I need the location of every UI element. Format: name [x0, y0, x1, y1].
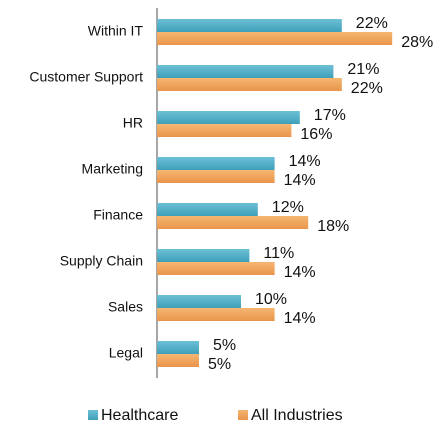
bar: [157, 111, 300, 124]
bar: [157, 32, 393, 45]
value-label: 11%: [263, 245, 294, 262]
bar: [157, 262, 275, 275]
value-label: 16%: [300, 126, 332, 143]
y-tick-label: HR: [123, 115, 143, 131]
y-tick-label: Sales: [108, 299, 143, 315]
value-label: 10%: [255, 291, 287, 308]
bar: [157, 216, 309, 229]
y-tick-label: Legal: [109, 345, 143, 361]
value-label: 14%: [284, 172, 316, 189]
bar: [157, 170, 275, 183]
value-label: 14%: [289, 153, 321, 170]
value-label: 17%: [314, 107, 346, 124]
value-label: 5%: [213, 337, 236, 354]
value-label: 22%: [356, 15, 388, 32]
bar: [157, 157, 275, 170]
y-tick-label: Supply Chain: [60, 253, 143, 269]
y-tick-label: Customer Support: [29, 69, 143, 85]
bar: [157, 354, 199, 367]
bar: [157, 295, 241, 308]
y-tick-label: Within IT: [88, 23, 144, 39]
value-label: 14%: [284, 310, 316, 327]
legend-swatch: [238, 410, 248, 420]
legend-swatch: [88, 410, 98, 420]
y-tick-label: Finance: [93, 207, 143, 223]
value-label: 14%: [284, 264, 316, 281]
legend-label: Healthcare: [101, 407, 178, 424]
value-label: 28%: [401, 34, 433, 51]
y-tick-label: Marketing: [82, 161, 143, 177]
legend-label: All Industries: [251, 407, 343, 424]
value-label: 5%: [208, 356, 231, 373]
bar: [157, 249, 250, 262]
bar: [157, 65, 334, 78]
value-label: 22%: [351, 80, 383, 97]
bar: [157, 19, 342, 32]
bar: [157, 341, 199, 354]
bar: [157, 124, 292, 137]
value-label: 18%: [317, 218, 349, 235]
value-label: 12%: [272, 199, 304, 216]
value-label: 21%: [347, 61, 379, 78]
bar: [157, 78, 342, 91]
bar: [157, 308, 275, 321]
bar: [157, 203, 258, 216]
